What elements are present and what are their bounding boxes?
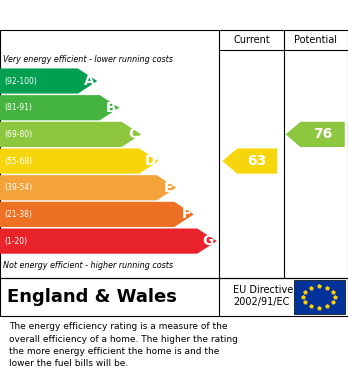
Text: The energy efficiency rating is a measure of the
overall efficiency of a home. T: The energy efficiency rating is a measur…: [9, 322, 238, 368]
Text: (21-38): (21-38): [4, 210, 32, 219]
Text: 76: 76: [313, 127, 332, 142]
Polygon shape: [0, 228, 217, 254]
Polygon shape: [0, 202, 194, 227]
Polygon shape: [222, 149, 277, 174]
Text: (92-100): (92-100): [4, 77, 37, 86]
Text: (1-20): (1-20): [4, 237, 27, 246]
Text: Not energy efficient - higher running costs: Not energy efficient - higher running co…: [3, 261, 174, 270]
Text: England & Wales: England & Wales: [7, 288, 177, 306]
Bar: [294, 280, 345, 314]
Text: C: C: [128, 127, 139, 142]
Polygon shape: [0, 122, 141, 147]
Text: (81-91): (81-91): [4, 103, 32, 112]
Text: EU Directive
2002/91/EC: EU Directive 2002/91/EC: [233, 285, 293, 307]
Polygon shape: [0, 95, 119, 120]
Text: A: A: [84, 74, 95, 88]
Text: (39-54): (39-54): [4, 183, 32, 192]
Text: B: B: [106, 101, 117, 115]
Text: 63: 63: [248, 154, 267, 168]
Polygon shape: [0, 175, 176, 200]
Text: F: F: [181, 207, 191, 221]
Text: D: D: [144, 154, 156, 168]
Text: Energy Efficiency Rating: Energy Efficiency Rating: [9, 7, 230, 23]
Text: Current: Current: [233, 35, 270, 45]
Polygon shape: [286, 122, 345, 147]
Text: Potential: Potential: [294, 35, 337, 45]
Polygon shape: [0, 149, 159, 174]
Text: (55-68): (55-68): [4, 156, 32, 165]
Polygon shape: [0, 68, 97, 93]
Text: Very energy efficient - lower running costs: Very energy efficient - lower running co…: [3, 55, 173, 64]
Text: (69-80): (69-80): [4, 130, 32, 139]
Text: G: G: [203, 234, 214, 248]
Text: E: E: [164, 181, 173, 195]
